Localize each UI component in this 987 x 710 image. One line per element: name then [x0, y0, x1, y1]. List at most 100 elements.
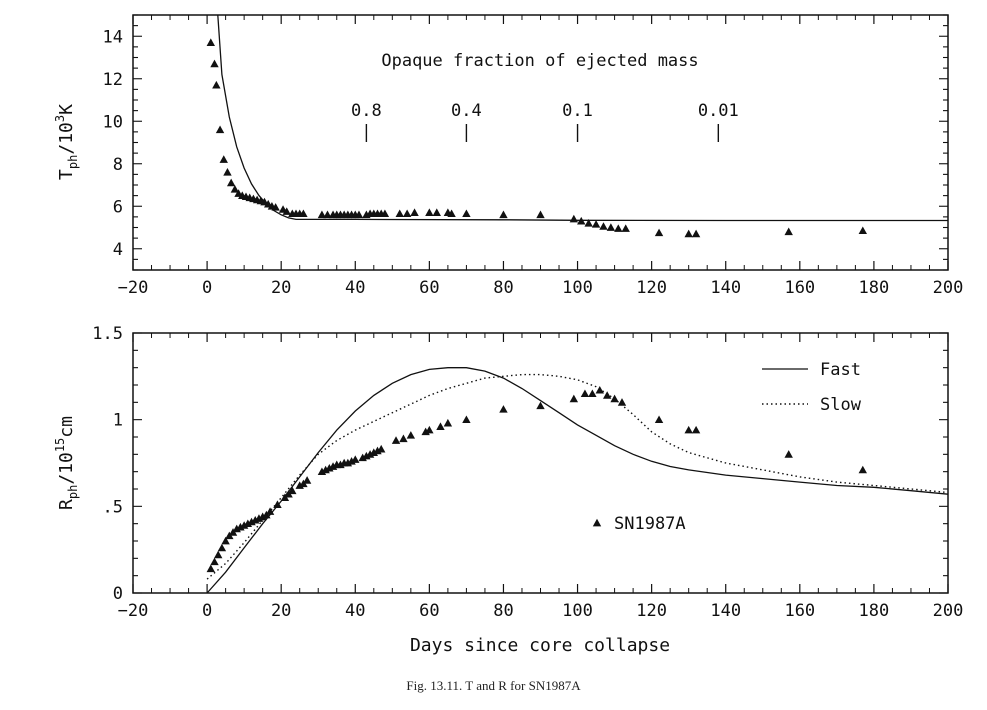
legend: Fast Slow SN1987A: [592, 360, 862, 534]
legend-slow-label: Slow: [820, 395, 862, 415]
top-x-tick-label: 180: [859, 278, 890, 298]
radius-data-point: [602, 391, 612, 399]
temperature-data-points: [206, 38, 867, 238]
temperature-data-point: [210, 59, 219, 68]
radius-data-point: [265, 507, 275, 515]
temperature-data-point: [606, 223, 616, 231]
legend-sn-marker: [592, 518, 602, 527]
radius-data-point: [217, 543, 227, 552]
temperature-data-point: [323, 210, 332, 219]
radius-data-point: [399, 434, 408, 443]
radius-data-point: [210, 557, 219, 566]
top-y-tick-label: 4: [113, 240, 123, 260]
radius-data-point: [536, 401, 545, 410]
temperature-data-point: [654, 228, 664, 237]
top-axis-ticks: −20 0 20 40 60 80 100 120 140 160 180 200 4 6 8 10 12 14: [103, 14, 964, 298]
radius-data-point: [580, 389, 590, 398]
bottom-x-tick-label: 120: [636, 601, 667, 621]
legend-fast-label: Fast: [820, 360, 861, 380]
radius-data-point: [425, 425, 434, 434]
bottom-x-tick-label: 100: [562, 601, 593, 621]
temperature-data-point: [223, 168, 232, 176]
radius-data-point: [691, 425, 701, 434]
temperature-data-point: [462, 209, 471, 218]
figure: −20 0 20 40 60 80 100 120 140 160 180 200468101214 …: [53, 14, 964, 656]
figure-caption: Fig. 13.11. T and R for SN1987A: [406, 678, 581, 693]
temperature-data-point: [226, 178, 236, 187]
top-x-tick-label: 140: [710, 278, 741, 298]
bottom-x-tick-label: 0: [202, 601, 212, 621]
radius-data-point: [595, 386, 604, 394]
radius-data-point: [684, 425, 693, 434]
temperature-data-point: [354, 210, 364, 219]
temperature-data-point: [212, 80, 221, 89]
radius-data-point: [499, 405, 508, 413]
radius-data-point: [214, 550, 223, 559]
top-x-tick-label: −20: [118, 278, 149, 298]
bottom-y-axis-title: Rph/1015cm: [53, 416, 80, 510]
top-x-tick-label: 160: [784, 278, 815, 298]
model-line-slow: [206, 373, 949, 580]
radius-data-point: [377, 444, 386, 453]
radius-data-point: [436, 422, 445, 430]
temperature-data-point: [230, 185, 240, 193]
bottom-y-tick-label: 1.5: [92, 324, 123, 344]
temperature-data-point: [447, 209, 456, 218]
radius-data-point: [610, 394, 619, 403]
bottom-x-tick-label: 160: [784, 601, 815, 621]
temperature-data-point: [577, 216, 586, 225]
top-x-tick-label: 80: [493, 278, 513, 298]
temperature-data-point: [317, 210, 327, 219]
radius-data-point: [391, 436, 401, 444]
temperature-data-point: [271, 203, 280, 211]
opaque-fraction-title: Opaque fraction of ejected mass: [381, 51, 698, 71]
bottom-x-tick-label: 200: [933, 601, 964, 621]
top-x-tick-label: 40: [345, 278, 365, 298]
bottom-x-tick-label: 60: [419, 601, 439, 621]
temperature-data-point: [691, 229, 701, 238]
bottom-x-tick-label: 140: [710, 601, 741, 621]
radius-data-points: [206, 386, 867, 573]
bottom-x-tick-label: −20: [118, 601, 149, 621]
radius-model-curves: [206, 367, 949, 594]
temperature-data-point: [380, 209, 390, 218]
radius-data-point: [588, 389, 597, 398]
x-axis-title: Days since core collapse: [410, 635, 670, 656]
radius-data-point: [784, 450, 793, 458]
opaque-fraction-annotation: Opaque fraction of ejected mass 0.8 0.4 0.…: [351, 51, 739, 142]
top-x-tick-label: 0: [202, 278, 212, 298]
temperature-data-point: [402, 209, 412, 218]
temperature-data-point: [219, 155, 228, 163]
temperature-data-point: [215, 125, 225, 134]
bottom-x-tick-label: 40: [345, 601, 365, 621]
radius-data-point: [858, 465, 867, 474]
temperature-data-point: [569, 214, 579, 223]
radius-data-point: [302, 476, 312, 484]
radius-data-point: [406, 431, 416, 439]
temperature-data-point: [684, 229, 693, 238]
opaque-fraction-label: 0.01: [698, 101, 739, 121]
temperature-data-point: [499, 210, 508, 219]
temperature-data-point: [858, 226, 867, 235]
top-y-axis-title: Tph/103K: [53, 104, 80, 180]
radius-data-point: [351, 455, 360, 463]
opaque-fraction-label: 0.1: [562, 101, 593, 121]
temperature-data-point: [410, 208, 419, 216]
opaque-fraction-label: 0.8: [351, 101, 382, 121]
radius-data-point: [569, 394, 579, 403]
bottom-y-tick-label: 0: [113, 584, 123, 604]
temperature-data-point: [621, 224, 630, 232]
top-y-tick-label: 12: [103, 70, 123, 90]
radius-data-point: [462, 415, 471, 424]
top-x-tick-label: 200: [933, 278, 964, 298]
top-y-tick-label: 10: [103, 112, 123, 132]
temperature-data-point: [584, 219, 593, 227]
radius-data-point: [443, 418, 453, 427]
top-x-tick-label: 20: [271, 278, 291, 298]
temperature-data-point: [614, 224, 623, 232]
top-y-tick-label: 6: [113, 197, 123, 217]
radius-data-point: [273, 500, 282, 508]
top-x-tick-label: 60: [419, 278, 439, 298]
